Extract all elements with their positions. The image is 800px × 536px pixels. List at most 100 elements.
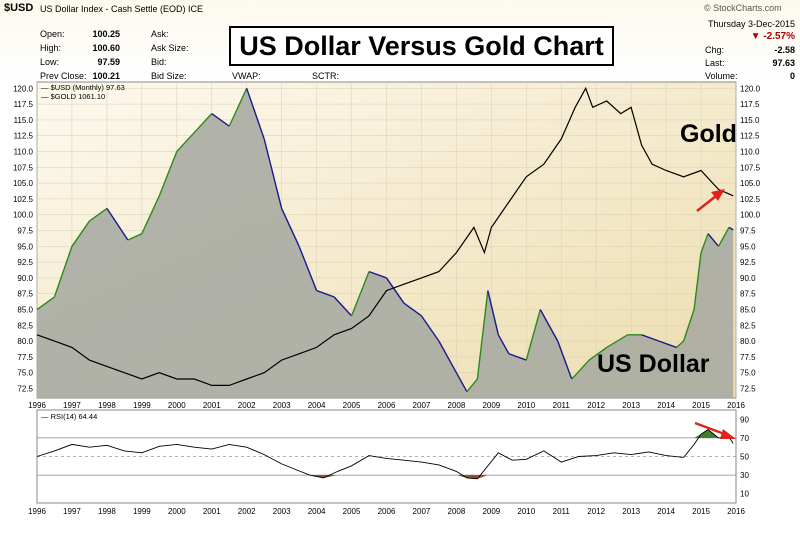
y-tick-label-right: 80.0 (740, 337, 756, 346)
usd-line-segment (438, 340, 458, 374)
x-tick-label: 2006 (378, 401, 396, 410)
low-label: Low: (40, 57, 60, 67)
x-tick-label: 2007 (413, 401, 431, 410)
rsi-y-tick-label: 50 (740, 453, 749, 462)
x-tick-label: 2016 (727, 401, 745, 410)
x-tick-label: 2002 (238, 401, 256, 410)
usd-line-segment (53, 246, 73, 298)
usd-line-segment (588, 346, 608, 361)
x-tick-label: 1996 (28, 401, 46, 410)
y-tick-label-left: 97.5 (17, 227, 33, 236)
x-tick-label: 2001 (203, 401, 221, 410)
bid-label: Bid: (151, 57, 167, 67)
usd-line-segment (316, 289, 335, 298)
x-tick-label: 2011 (553, 401, 571, 410)
open-label: Open: (40, 29, 65, 39)
usd-line-segment (141, 195, 160, 234)
rsi-x-tick-label: 2009 (482, 507, 500, 516)
y-tick-label-right: 97.5 (740, 227, 756, 236)
last-value: 97.63 (772, 58, 795, 68)
x-tick-label: 2013 (622, 401, 640, 410)
rsi-x-tick-label: 2014 (657, 507, 675, 516)
red-arrow-main (696, 195, 717, 212)
down-triangle-icon: ▼ (750, 31, 761, 42)
x-tick-label: 2009 (482, 401, 500, 410)
usd-line-segment (641, 334, 660, 342)
rsi-x-tick-label: 1999 (133, 507, 151, 516)
usd-line-segment (571, 359, 590, 380)
prev-close-label: Prev Close: (40, 71, 87, 81)
y-tick-label-right: 107.5 (740, 163, 761, 172)
annotation-gold: Gold (680, 120, 737, 148)
usd-line-segment (717, 227, 730, 247)
usd-line-segment (71, 220, 91, 247)
rsi-x-tick-label: 2005 (343, 507, 361, 516)
rsi-x-tick-label: 2015 (692, 507, 710, 516)
high-value: 100.60 (92, 43, 120, 53)
usd-line-segment (606, 334, 629, 349)
y-tick-label-left: 72.5 (17, 385, 33, 394)
usd-line-segment (106, 208, 129, 241)
chart-title-box: US Dollar Versus Gold Chart (229, 26, 614, 66)
change-label: Chg: (705, 45, 725, 55)
rsi-y-tick-label: 70 (740, 434, 749, 443)
watermark-text: © StockCharts.com (704, 3, 782, 13)
high-label: High: (40, 43, 62, 53)
usd-line-segment (176, 132, 195, 152)
y-tick-label-left: 92.5 (17, 258, 33, 267)
usd-line-segment (420, 315, 440, 342)
y-tick-label-left: 82.5 (17, 321, 33, 330)
y-tick-label-left: 77.5 (17, 353, 33, 362)
usd-line-segment (281, 208, 300, 247)
x-tick-label: 2008 (448, 401, 466, 410)
usd-line-segment (350, 271, 370, 317)
x-tick-label: 2000 (168, 401, 186, 410)
y-tick-label-right: 72.5 (740, 385, 756, 394)
usd-line-segment (557, 340, 573, 380)
usd-line-segment (497, 334, 510, 355)
y-tick-label-left: 112.5 (14, 132, 34, 141)
usd-line-segment (263, 138, 283, 209)
rsi-x-tick-label: 2008 (448, 507, 466, 516)
y-tick-label-left: 85.0 (17, 306, 33, 315)
rsi-x-tick-label: 2000 (168, 507, 186, 516)
x-tick-label: 2004 (308, 401, 326, 410)
ask-label: Ask: (151, 29, 169, 39)
vwap-label: VWAP: (232, 71, 261, 81)
y-tick-label-right: 90.0 (740, 274, 756, 283)
rsi-x-tick-label: 2010 (517, 507, 535, 516)
y-tick-label-right: 112.5 (740, 132, 760, 141)
usd-line-segment (508, 353, 527, 361)
last-label: Last: (705, 58, 725, 68)
usd-line-segment (298, 246, 318, 291)
y-tick-label-left: 115.0 (14, 116, 34, 125)
y-tick-label-left: 100.0 (13, 211, 34, 220)
usd-line-segment (403, 302, 422, 317)
y-tick-label-right: 82.5 (740, 321, 756, 330)
y-tick-label-right: 85.0 (740, 306, 756, 315)
usd-line-segment (158, 151, 178, 197)
usd-line-segment (693, 252, 702, 310)
usd-line-segment (539, 309, 559, 342)
usd-line-segment (127, 233, 143, 241)
y-tick-label-left: 95.0 (17, 242, 33, 251)
y-tick-label-left: 90.0 (17, 274, 33, 283)
red-arrowhead-main (711, 189, 725, 201)
rsi-x-tick-label: 1998 (98, 507, 116, 516)
y-tick-label-left: 105.0 (13, 179, 34, 188)
x-tick-label: 1997 (63, 401, 81, 410)
y-tick-label-right: 105.0 (740, 179, 761, 188)
x-tick-label: 1998 (98, 401, 116, 410)
y-tick-label-left: 80.0 (17, 337, 33, 346)
rsi-x-tick-label: 2016 (727, 507, 745, 516)
rsi-legend: — RSI(14) 64.44 (41, 412, 97, 421)
y-tick-label-left: 107.5 (13, 163, 34, 172)
sctr-label: SCTR: (312, 71, 339, 81)
y-tick-label-left: 87.5 (17, 290, 33, 299)
red-arrowhead-rsi (720, 429, 736, 439)
usd-line-segment (728, 226, 734, 231)
y-tick-label-left: 102.5 (13, 195, 34, 204)
pct-change-value: ▼ -2.57% (680, 31, 795, 42)
rsi-y-tick-label: 10 (740, 490, 749, 499)
usd-line-segment (476, 290, 489, 380)
